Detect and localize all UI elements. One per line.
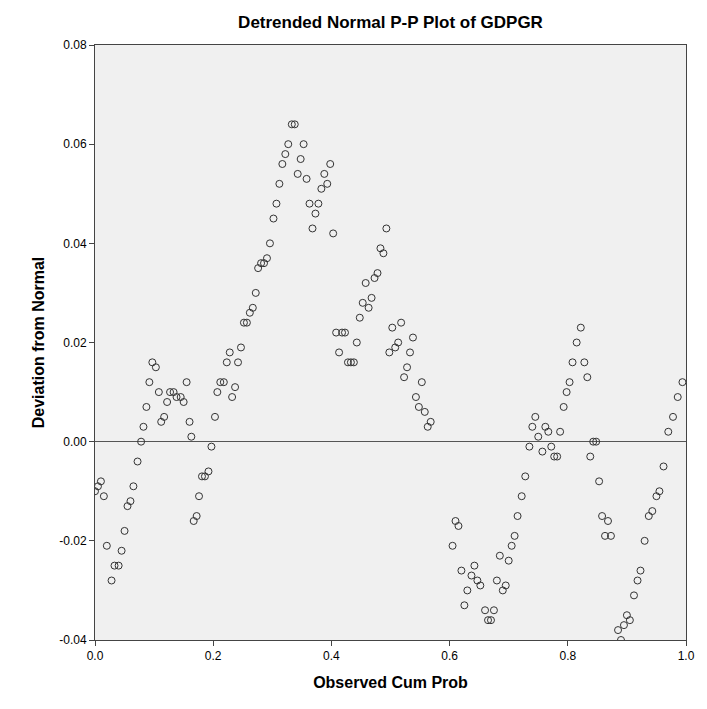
svg-text:1.0: 1.0 — [678, 649, 695, 663]
svg-text:0.00: 0.00 — [63, 435, 87, 449]
svg-text:-0.04: -0.04 — [59, 633, 87, 647]
svg-text:0.2: 0.2 — [205, 649, 222, 663]
svg-text:0.8: 0.8 — [559, 649, 576, 663]
svg-text:0.02: 0.02 — [63, 336, 87, 350]
svg-text:0.0: 0.0 — [87, 649, 104, 663]
svg-text:0.04: 0.04 — [63, 237, 87, 251]
svg-text:Deviation from Normal: Deviation from Normal — [30, 257, 47, 429]
svg-text:0.6: 0.6 — [441, 649, 458, 663]
svg-text:Detrended Normal P-P Plot of G: Detrended Normal P-P Plot of GDPGR — [238, 13, 543, 32]
svg-text:Observed Cum Prob: Observed Cum Prob — [313, 674, 468, 691]
svg-text:0.4: 0.4 — [323, 649, 340, 663]
svg-text:-0.02: -0.02 — [59, 534, 87, 548]
svg-text:0.06: 0.06 — [63, 137, 87, 151]
svg-text:0.08: 0.08 — [63, 38, 87, 52]
